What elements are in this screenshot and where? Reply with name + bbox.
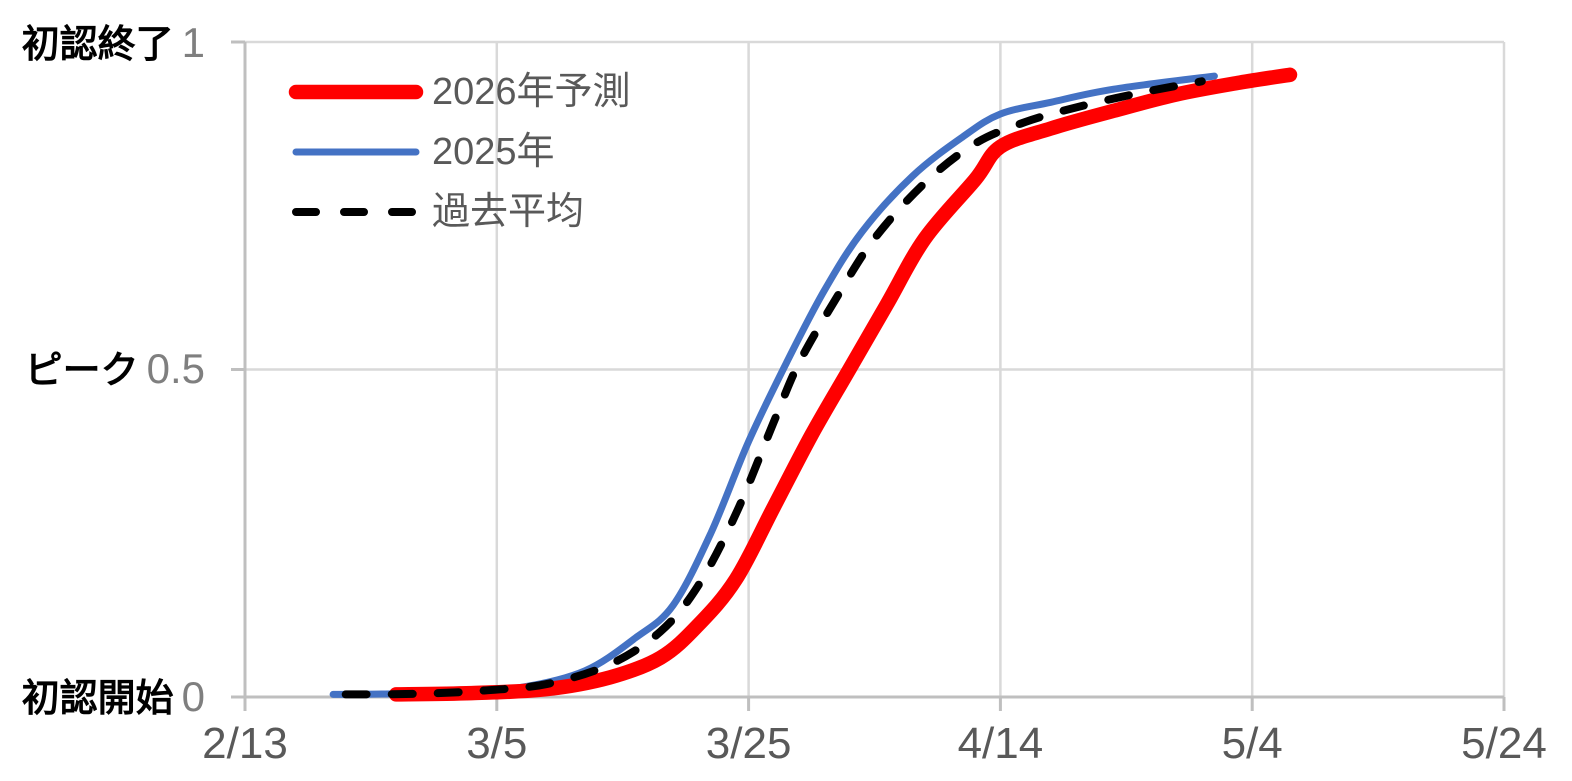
- series-line-past-average: [341, 77, 1206, 699]
- x-axis-tick-label: 3/5: [466, 719, 528, 768]
- y-axis-annotation-peak: ピーク: [24, 350, 139, 392]
- legend-swatch-2025: [292, 148, 420, 156]
- legend-swatch-past-average: [292, 208, 420, 216]
- legend-item-2026-forecast: 2026年予測: [288, 62, 631, 122]
- x-axis-tick-label: 5/24: [1461, 719, 1547, 768]
- y-axis-annotation-end: 初認終了: [21, 24, 174, 66]
- x-axis-tick-label: 5/4: [1221, 719, 1283, 768]
- legend-item-past-average: 過去平均: [288, 182, 631, 242]
- y-axis-row-peak: ピーク 0.5: [24, 345, 205, 392]
- x-axis-tick-label: 2/13: [202, 719, 288, 768]
- legend-label-past-average: 過去平均: [432, 191, 585, 233]
- gridlines: [245, 40, 1506, 697]
- y-axis-annotation-start: 初認開始: [21, 678, 174, 720]
- legend-label-2026-forecast: 2026年予測: [432, 71, 631, 113]
- legend-swatch-2026-forecast: [288, 84, 424, 100]
- y-axis-row-start: 初認開始 0: [21, 673, 205, 720]
- series-line-2026-forecast: [388, 67, 1298, 702]
- x-axis-tick-label: 3/25: [705, 719, 792, 768]
- x-axis-tick-label: 4/14: [957, 719, 1044, 768]
- y-axis-row-end: 初認終了 1: [21, 19, 205, 66]
- y-axis-tick-1: 1: [181, 19, 205, 66]
- y-axis-tick-0: 0: [181, 673, 205, 720]
- legend-label-2025: 2025年: [432, 131, 555, 173]
- legend: 2026年予測 2025年 過去平均: [288, 62, 631, 242]
- legend-item-2025: 2025年: [288, 122, 631, 182]
- y-axis-tick-05: 0.5: [146, 345, 205, 392]
